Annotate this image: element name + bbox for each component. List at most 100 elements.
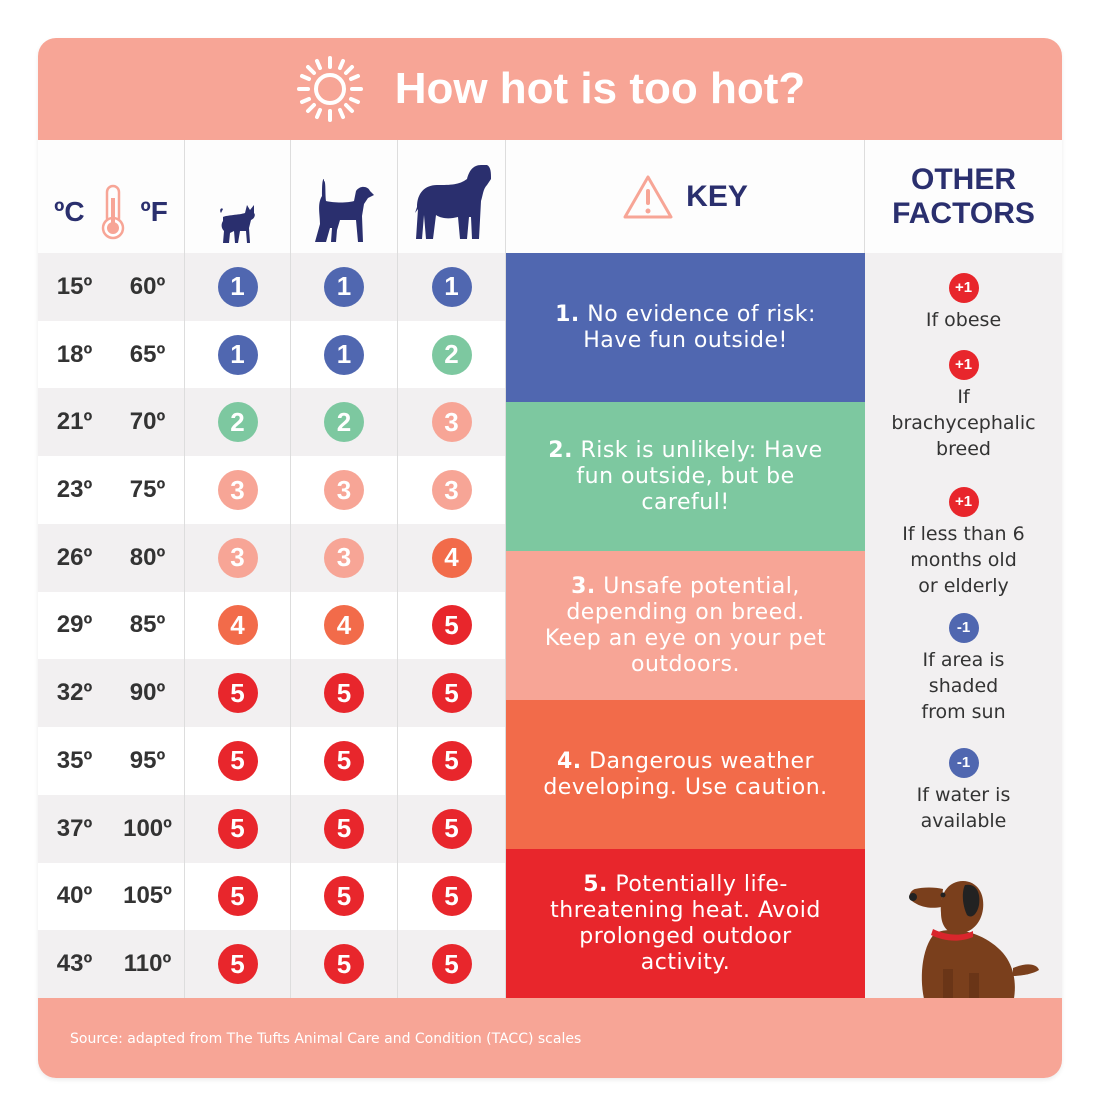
key-number: 5. bbox=[583, 871, 608, 897]
small-dog-cell: 5 bbox=[185, 794, 291, 863]
fahrenheit-value: 70º bbox=[111, 388, 185, 457]
large-dog-cell: 5 bbox=[398, 659, 506, 728]
large-dog-icon bbox=[414, 165, 491, 239]
fahrenheit-value: 65º bbox=[111, 320, 185, 389]
small-dog-cell: 3 bbox=[185, 456, 291, 524]
large-dog-cell: 5 bbox=[398, 591, 506, 660]
large-dog-cell: 3 bbox=[398, 456, 506, 524]
other-factor-item: +1 If brachycephalic breed bbox=[865, 350, 1062, 462]
small-dog-cell: 5 bbox=[185, 659, 291, 728]
key-text: Unsafe potential, depending on breed. Ke… bbox=[544, 573, 827, 677]
other-factor-item: +1 If obese bbox=[865, 273, 1062, 333]
risk-level-badge: 5 bbox=[431, 808, 472, 849]
risk-level-badge: 3 bbox=[217, 470, 258, 511]
small-dog-cell: 5 bbox=[185, 862, 291, 931]
risk-level-badge: 4 bbox=[431, 537, 472, 578]
large-dog-cell: 3 bbox=[398, 388, 506, 457]
fahrenheit-value: 105º bbox=[111, 862, 185, 931]
medium-dog-cell: 5 bbox=[291, 794, 398, 863]
adjustment-badge: -1 bbox=[948, 613, 979, 643]
adjustment-badge: +1 bbox=[948, 487, 979, 517]
table-row: 29º 85º 4 4 5 bbox=[38, 591, 506, 660]
key-level-4: 4. Dangerous weather developing. Use cau… bbox=[506, 700, 865, 849]
page-title: How hot is too hot? bbox=[394, 64, 806, 113]
celsius-value: 40º bbox=[56, 882, 93, 910]
celsius-value: 43º bbox=[56, 950, 93, 978]
small-dog-cell: 1 bbox=[185, 320, 291, 389]
table-row: 35º 95º 5 5 5 bbox=[38, 727, 506, 795]
risk-level-badge: 3 bbox=[217, 537, 258, 578]
table-row: 21º 70º 2 2 3 bbox=[38, 388, 506, 457]
risk-level-badge: 4 bbox=[324, 605, 364, 646]
risk-level-badge: 2 bbox=[324, 402, 364, 443]
risk-level-badge: 1 bbox=[431, 266, 472, 307]
fahrenheit-value: 75º bbox=[111, 456, 185, 524]
large-dog-cell: 5 bbox=[398, 862, 506, 931]
large-dog-cell: 4 bbox=[398, 523, 506, 592]
other-factor-item: -1 If area is shaded from sun bbox=[865, 613, 1062, 725]
fahrenheit-value: 95º bbox=[111, 727, 185, 795]
risk-level-badge: 4 bbox=[217, 605, 258, 646]
medium-dog-icon bbox=[315, 179, 374, 242]
risk-level-badge: 2 bbox=[431, 334, 472, 375]
risk-level-badge: 5 bbox=[324, 876, 364, 917]
key-number: 3. bbox=[571, 573, 596, 599]
key-text: Risk is unlikely: Have fun outside, but … bbox=[576, 437, 823, 515]
other-factor-item: -1 If water is available bbox=[865, 748, 1062, 834]
fahrenheit-label: ºF bbox=[140, 195, 168, 227]
risk-level-badge: 3 bbox=[324, 537, 364, 578]
table-row: 43º 110º 5 5 5 bbox=[38, 930, 506, 998]
key-heading: KEY bbox=[686, 179, 748, 213]
fahrenheit-value: 110º bbox=[111, 930, 185, 998]
small-dog-cell: 1 bbox=[185, 253, 291, 321]
key-text: Potentially life-threatening heat. Avoid… bbox=[550, 871, 821, 975]
medium-dog-cell: 1 bbox=[291, 320, 398, 389]
other-factors-heading: OTHER FACTORS bbox=[892, 162, 1035, 230]
key-number: 4. bbox=[556, 748, 582, 774]
large-dog-cell: 5 bbox=[398, 727, 506, 795]
sun-icon bbox=[296, 56, 363, 122]
table-row: 15º 60º 1 1 1 bbox=[38, 253, 506, 321]
key-text: No evidence of risk: Have fun outside! bbox=[583, 301, 816, 353]
sitting-dog-illustration bbox=[909, 881, 1039, 1005]
risk-level-badge: 5 bbox=[431, 605, 472, 646]
celsius-label: ºC bbox=[54, 195, 85, 227]
small-dog-cell: 4 bbox=[185, 591, 291, 660]
medium-dog-cell: 5 bbox=[291, 727, 398, 795]
fahrenheit-value: 80º bbox=[111, 523, 185, 592]
factor-text: If area is shaded from sun bbox=[921, 649, 1006, 723]
risk-level-badge: 5 bbox=[324, 944, 364, 985]
factor-text: If obese bbox=[925, 309, 1002, 331]
key-number: 2. bbox=[548, 437, 573, 463]
source-note: Source: adapted from The Tufts Animal Ca… bbox=[70, 1031, 582, 1047]
key-number: 1. bbox=[555, 301, 580, 327]
thermometer-icon bbox=[101, 184, 124, 239]
small-dog-cell: 5 bbox=[185, 930, 291, 998]
other-factor-item: +1 If less than 6 months old or elderly bbox=[865, 487, 1062, 599]
key-level-1: 1. No evidence of risk: Have fun outside… bbox=[506, 253, 865, 402]
risk-level-badge: 5 bbox=[217, 740, 258, 781]
risk-level-badge: 5 bbox=[217, 808, 258, 849]
header-row: ºC ºF KEY OTHER FACTORS bbox=[38, 140, 1062, 253]
medium-dog-cell: 3 bbox=[291, 523, 398, 592]
table-row: 32º 90º 5 5 5 bbox=[38, 659, 506, 728]
risk-level-badge: 5 bbox=[324, 673, 364, 714]
large-dog-cell: 5 bbox=[398, 794, 506, 863]
other-factors-panel: +1 If obese +1 If brachycephalic breed +1 If … bbox=[865, 253, 1062, 1005]
celsius-value: 26º bbox=[56, 543, 93, 571]
table-row: 40º 105º 5 5 5 bbox=[38, 862, 506, 931]
key-level-3: 3. Unsafe potential, depending on breed.… bbox=[506, 551, 865, 700]
celsius-value: 15º bbox=[56, 272, 93, 300]
small-dog-cell: 3 bbox=[185, 523, 291, 592]
risk-level-badge: 5 bbox=[217, 876, 258, 917]
large-dog-cell: 5 bbox=[398, 930, 506, 998]
celsius-value: 29º bbox=[56, 611, 93, 639]
celsius-value: 23º bbox=[56, 476, 93, 504]
table-row: 18º 65º 1 1 2 bbox=[38, 320, 506, 389]
fahrenheit-value: 60º bbox=[111, 253, 185, 321]
infographic-card: How hot is too hot? ºC ºF KEY OTHER FACT… bbox=[38, 38, 1062, 1078]
risk-level-badge: 5 bbox=[431, 876, 472, 917]
table-row: 26º 80º 3 3 4 bbox=[38, 523, 506, 592]
factor-text: If less than 6 months old or elderly bbox=[902, 523, 1025, 597]
table-row: 37º 100º 5 5 5 bbox=[38, 794, 506, 863]
